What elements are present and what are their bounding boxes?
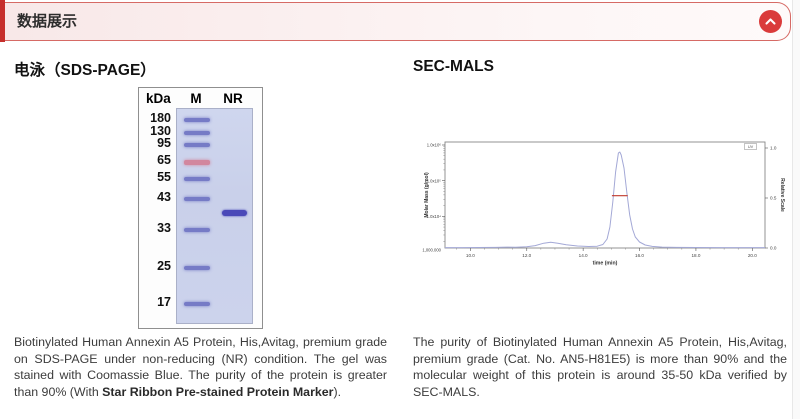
kda-label-17: 17: [157, 295, 171, 309]
kda-label-95: 95: [157, 136, 171, 150]
sec-mals-heading: SEC-MALS: [413, 58, 494, 75]
caption-bold-text: Star Ribbon Pre-stained Protein Marker: [102, 384, 334, 399]
sec-mals-caption: The purity of Biotinylated Human Annexin…: [413, 335, 787, 399]
section-header: 数据展示: [5, 2, 791, 41]
svg-text:Molar Mass (g/mol): Molar Mass (g/mol): [424, 172, 430, 218]
marker-band-130: [184, 131, 210, 135]
svg-text:1,000.000: 1,000.000: [422, 248, 441, 253]
gel-lane-marker-label: M: [190, 91, 202, 106]
kda-label-65: 65: [157, 153, 171, 167]
kda-label-130: 130: [150, 124, 171, 138]
caption-text: Biotinylated Human Annexin A5 Protein, H…: [14, 335, 387, 399]
svg-text:1.0: 1.0: [770, 146, 777, 151]
svg-text:Relative Scale: Relative Scale: [779, 178, 785, 212]
svg-text:10.0: 10.0: [466, 253, 475, 258]
sample-protein-band: [222, 210, 247, 216]
svg-text:UV: UV: [748, 145, 754, 149]
chevron-up-icon: [764, 15, 777, 28]
kda-label-33: 33: [157, 221, 171, 235]
marker-band-25: [184, 266, 210, 270]
svg-text:1.0x10⁶: 1.0x10⁶: [427, 143, 442, 148]
gel-lane-sample-label: NR: [223, 91, 243, 106]
sec-mals-chart: 10.0 12.0 14.0 16.0 18.0 20.0 time (min) 1.0x10…: [421, 130, 789, 312]
svg-text:1.0x10⁵: 1.0x10⁵: [427, 178, 442, 183]
svg-text:16.0: 16.0: [635, 253, 644, 258]
marker-band-33: [184, 228, 210, 232]
sds-page-heading: 电泳（SDS-PAGE）: [14, 62, 156, 79]
svg-text:time (min): time (min): [593, 261, 618, 267]
sds-page-gel-image: kDa M NR 180 130 95 65 55 43 33 25 17: [138, 87, 263, 329]
svg-text:0.5: 0.5: [770, 196, 777, 201]
kda-label-180: 180: [150, 111, 171, 125]
scrollbar-track[interactable]: [792, 0, 800, 419]
marker-band-43: [184, 197, 210, 201]
sds-page-caption: Biotinylated Human Annexin A5 Protein, H…: [14, 334, 387, 400]
marker-band-17: [184, 302, 210, 306]
section-title: 数据展示: [17, 13, 78, 30]
header-accent-bar: [0, 0, 5, 42]
marker-band-65: [184, 160, 210, 165]
kda-label-55: 55: [157, 170, 171, 184]
collapse-section-button[interactable]: [759, 10, 782, 33]
svg-text:12.0: 12.0: [522, 253, 531, 258]
svg-text:20.0: 20.0: [748, 253, 757, 258]
sec-mals-plot: 10.0 12.0 14.0 16.0 18.0 20.0 time (min) 1.0x10…: [422, 141, 785, 267]
kda-label-25: 25: [157, 259, 171, 273]
kda-label-43: 43: [157, 190, 171, 204]
svg-text:18.0: 18.0: [691, 253, 700, 258]
gel-unit-label: kDa: [146, 91, 171, 106]
svg-text:14.0: 14.0: [579, 253, 588, 258]
caption-text-end: ).: [333, 384, 342, 399]
marker-band-55: [184, 177, 210, 181]
svg-text:1.0x10⁴: 1.0x10⁴: [427, 214, 442, 219]
svg-text:0.0: 0.0: [770, 246, 777, 251]
marker-band-180: [184, 118, 210, 122]
marker-band-95: [184, 143, 210, 147]
gel-strip: [176, 108, 253, 324]
